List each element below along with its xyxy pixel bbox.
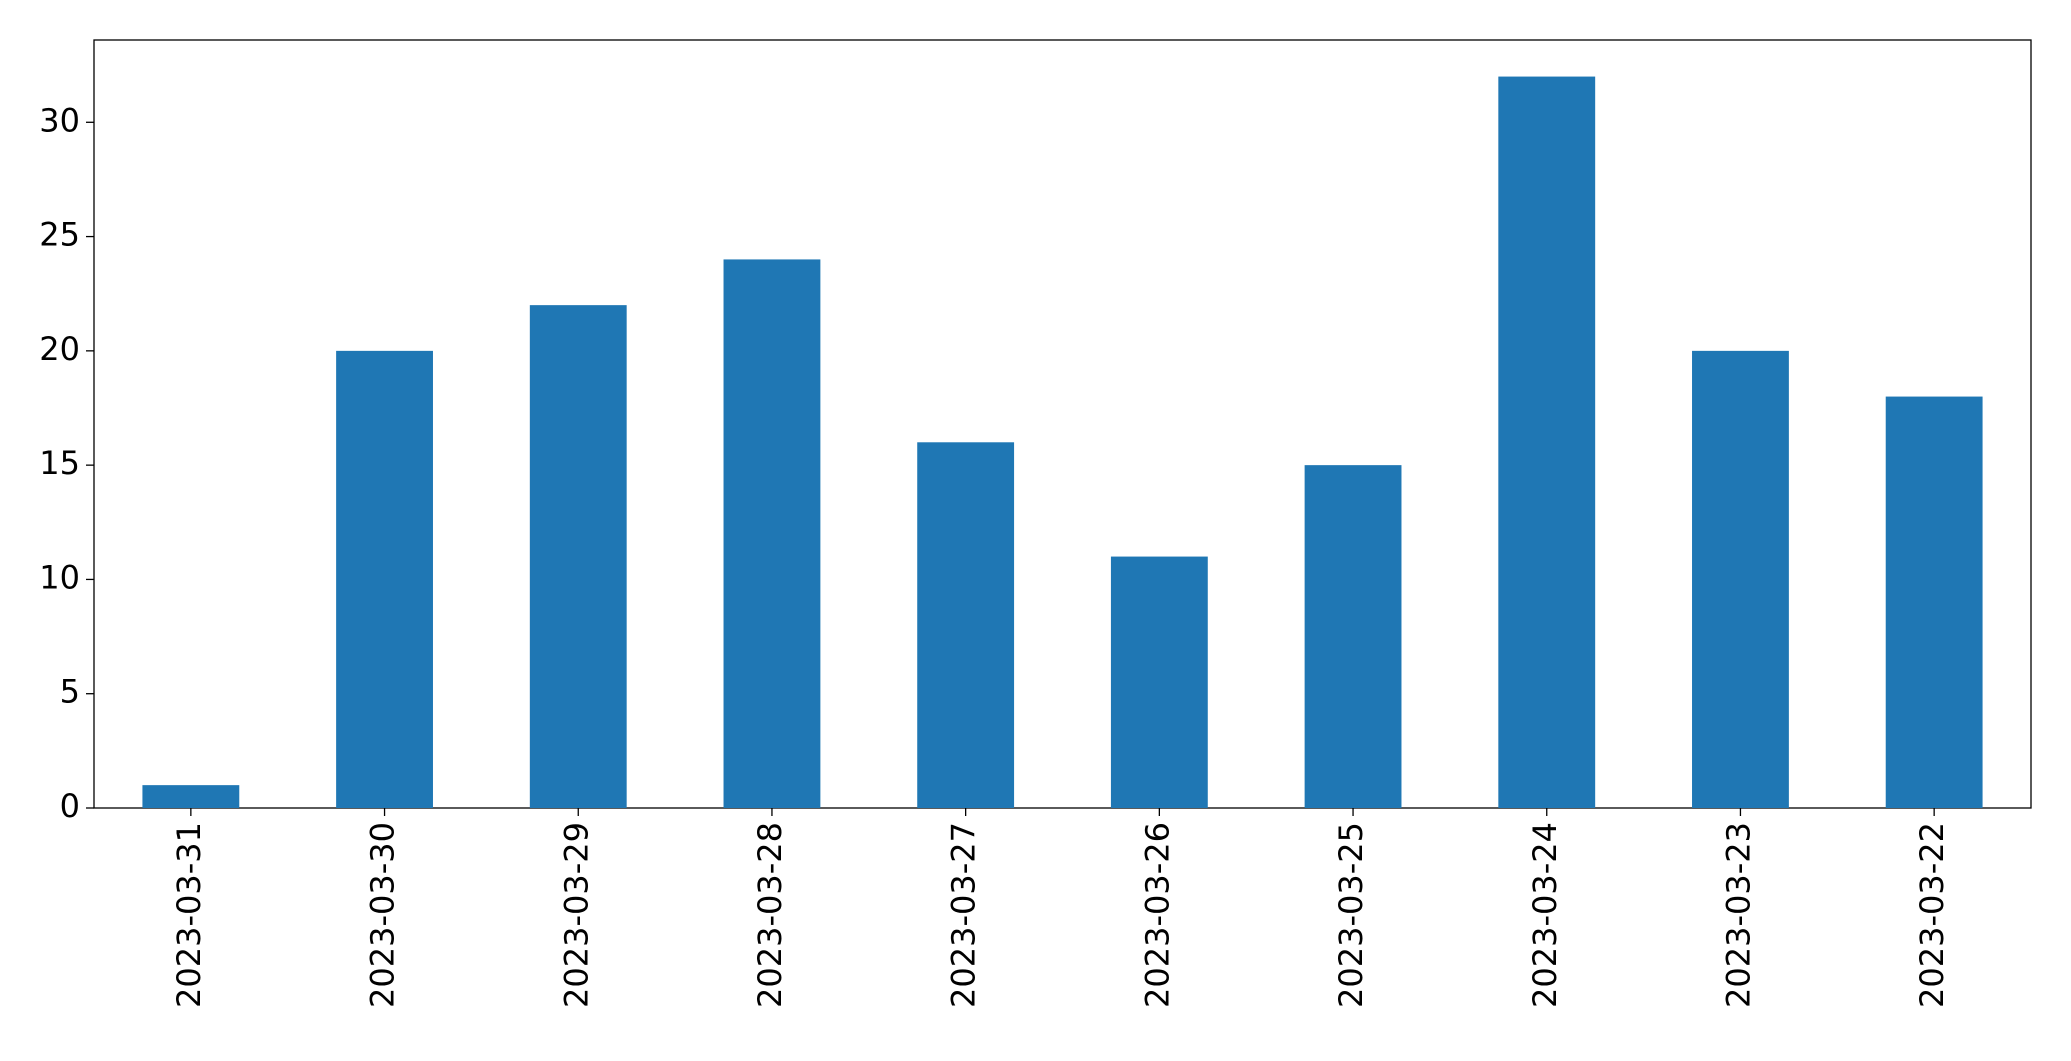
x-tick-label: 2023-03-28 [751,822,789,1008]
y-tick-label: 10 [39,558,80,596]
x-tick-label: 2023-03-24 [1526,822,1564,1008]
bar [1304,465,1402,808]
bar [529,305,627,808]
x-tick-label: 2023-03-25 [1332,822,1370,1008]
y-tick-label: 30 [39,101,80,139]
bar [1885,396,1983,808]
x-tick-label: 2023-03-27 [945,822,983,1008]
x-tick-label: 2023-03-30 [364,822,402,1008]
x-tick-label: 2023-03-26 [1138,822,1176,1008]
bar [1110,556,1208,808]
y-tick-label: 5 [60,673,80,711]
bar [1498,76,1596,809]
x-tick-label: 2023-03-22 [1913,822,1951,1008]
bar [336,350,433,808]
y-tick-label: 25 [39,216,80,254]
x-tick-label: 2023-03-31 [170,822,208,1008]
x-tick-label: 2023-03-29 [557,822,595,1008]
bar [142,785,240,808]
bar [723,259,821,808]
y-tick-label: 20 [39,330,80,368]
y-tick-label: 0 [60,787,80,825]
y-tick-label: 15 [39,444,80,482]
x-tick-label: 2023-03-23 [1719,822,1757,1008]
plot-frame [93,39,2032,809]
bar [1692,350,1789,808]
bar [917,442,1015,808]
